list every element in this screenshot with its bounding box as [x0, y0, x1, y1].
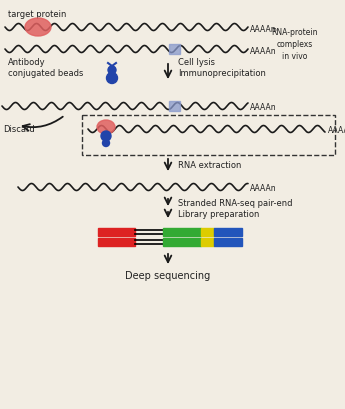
- Bar: [201, 238, 214, 246]
- Ellipse shape: [25, 19, 51, 37]
- Text: AAAAn: AAAAn: [250, 25, 277, 34]
- Text: Cell lysis
Immunoprecipitation: Cell lysis Immunoprecipitation: [178, 57, 266, 78]
- Bar: [163, 238, 201, 246]
- Text: RNA-protein
complexs
in vivo: RNA-protein complexs in vivo: [272, 28, 318, 61]
- Circle shape: [107, 73, 118, 84]
- Bar: [163, 229, 201, 236]
- Bar: [98, 238, 135, 246]
- Bar: [169, 45, 180, 55]
- Ellipse shape: [97, 121, 115, 135]
- Text: target protein: target protein: [8, 10, 66, 19]
- Text: RNA extraction: RNA extraction: [178, 161, 242, 170]
- Text: Library preparation: Library preparation: [178, 210, 259, 219]
- Text: Discard: Discard: [3, 125, 35, 134]
- Circle shape: [102, 140, 109, 147]
- Bar: [98, 229, 135, 236]
- Circle shape: [101, 132, 111, 142]
- Text: AAAAn: AAAAn: [328, 126, 345, 135]
- Bar: [201, 229, 214, 236]
- Text: AAAAn: AAAAn: [250, 103, 277, 112]
- Text: AAAAn: AAAAn: [250, 184, 277, 193]
- Bar: [214, 238, 242, 246]
- Text: Antibody
conjugated beads: Antibody conjugated beads: [8, 57, 83, 78]
- Circle shape: [108, 67, 116, 75]
- Bar: [214, 229, 242, 236]
- Text: Deep sequencing: Deep sequencing: [125, 270, 211, 280]
- Bar: [169, 102, 180, 112]
- Text: Stranded RNA-seq pair-end: Stranded RNA-seq pair-end: [178, 199, 293, 208]
- Text: AAAAn: AAAAn: [250, 46, 277, 55]
